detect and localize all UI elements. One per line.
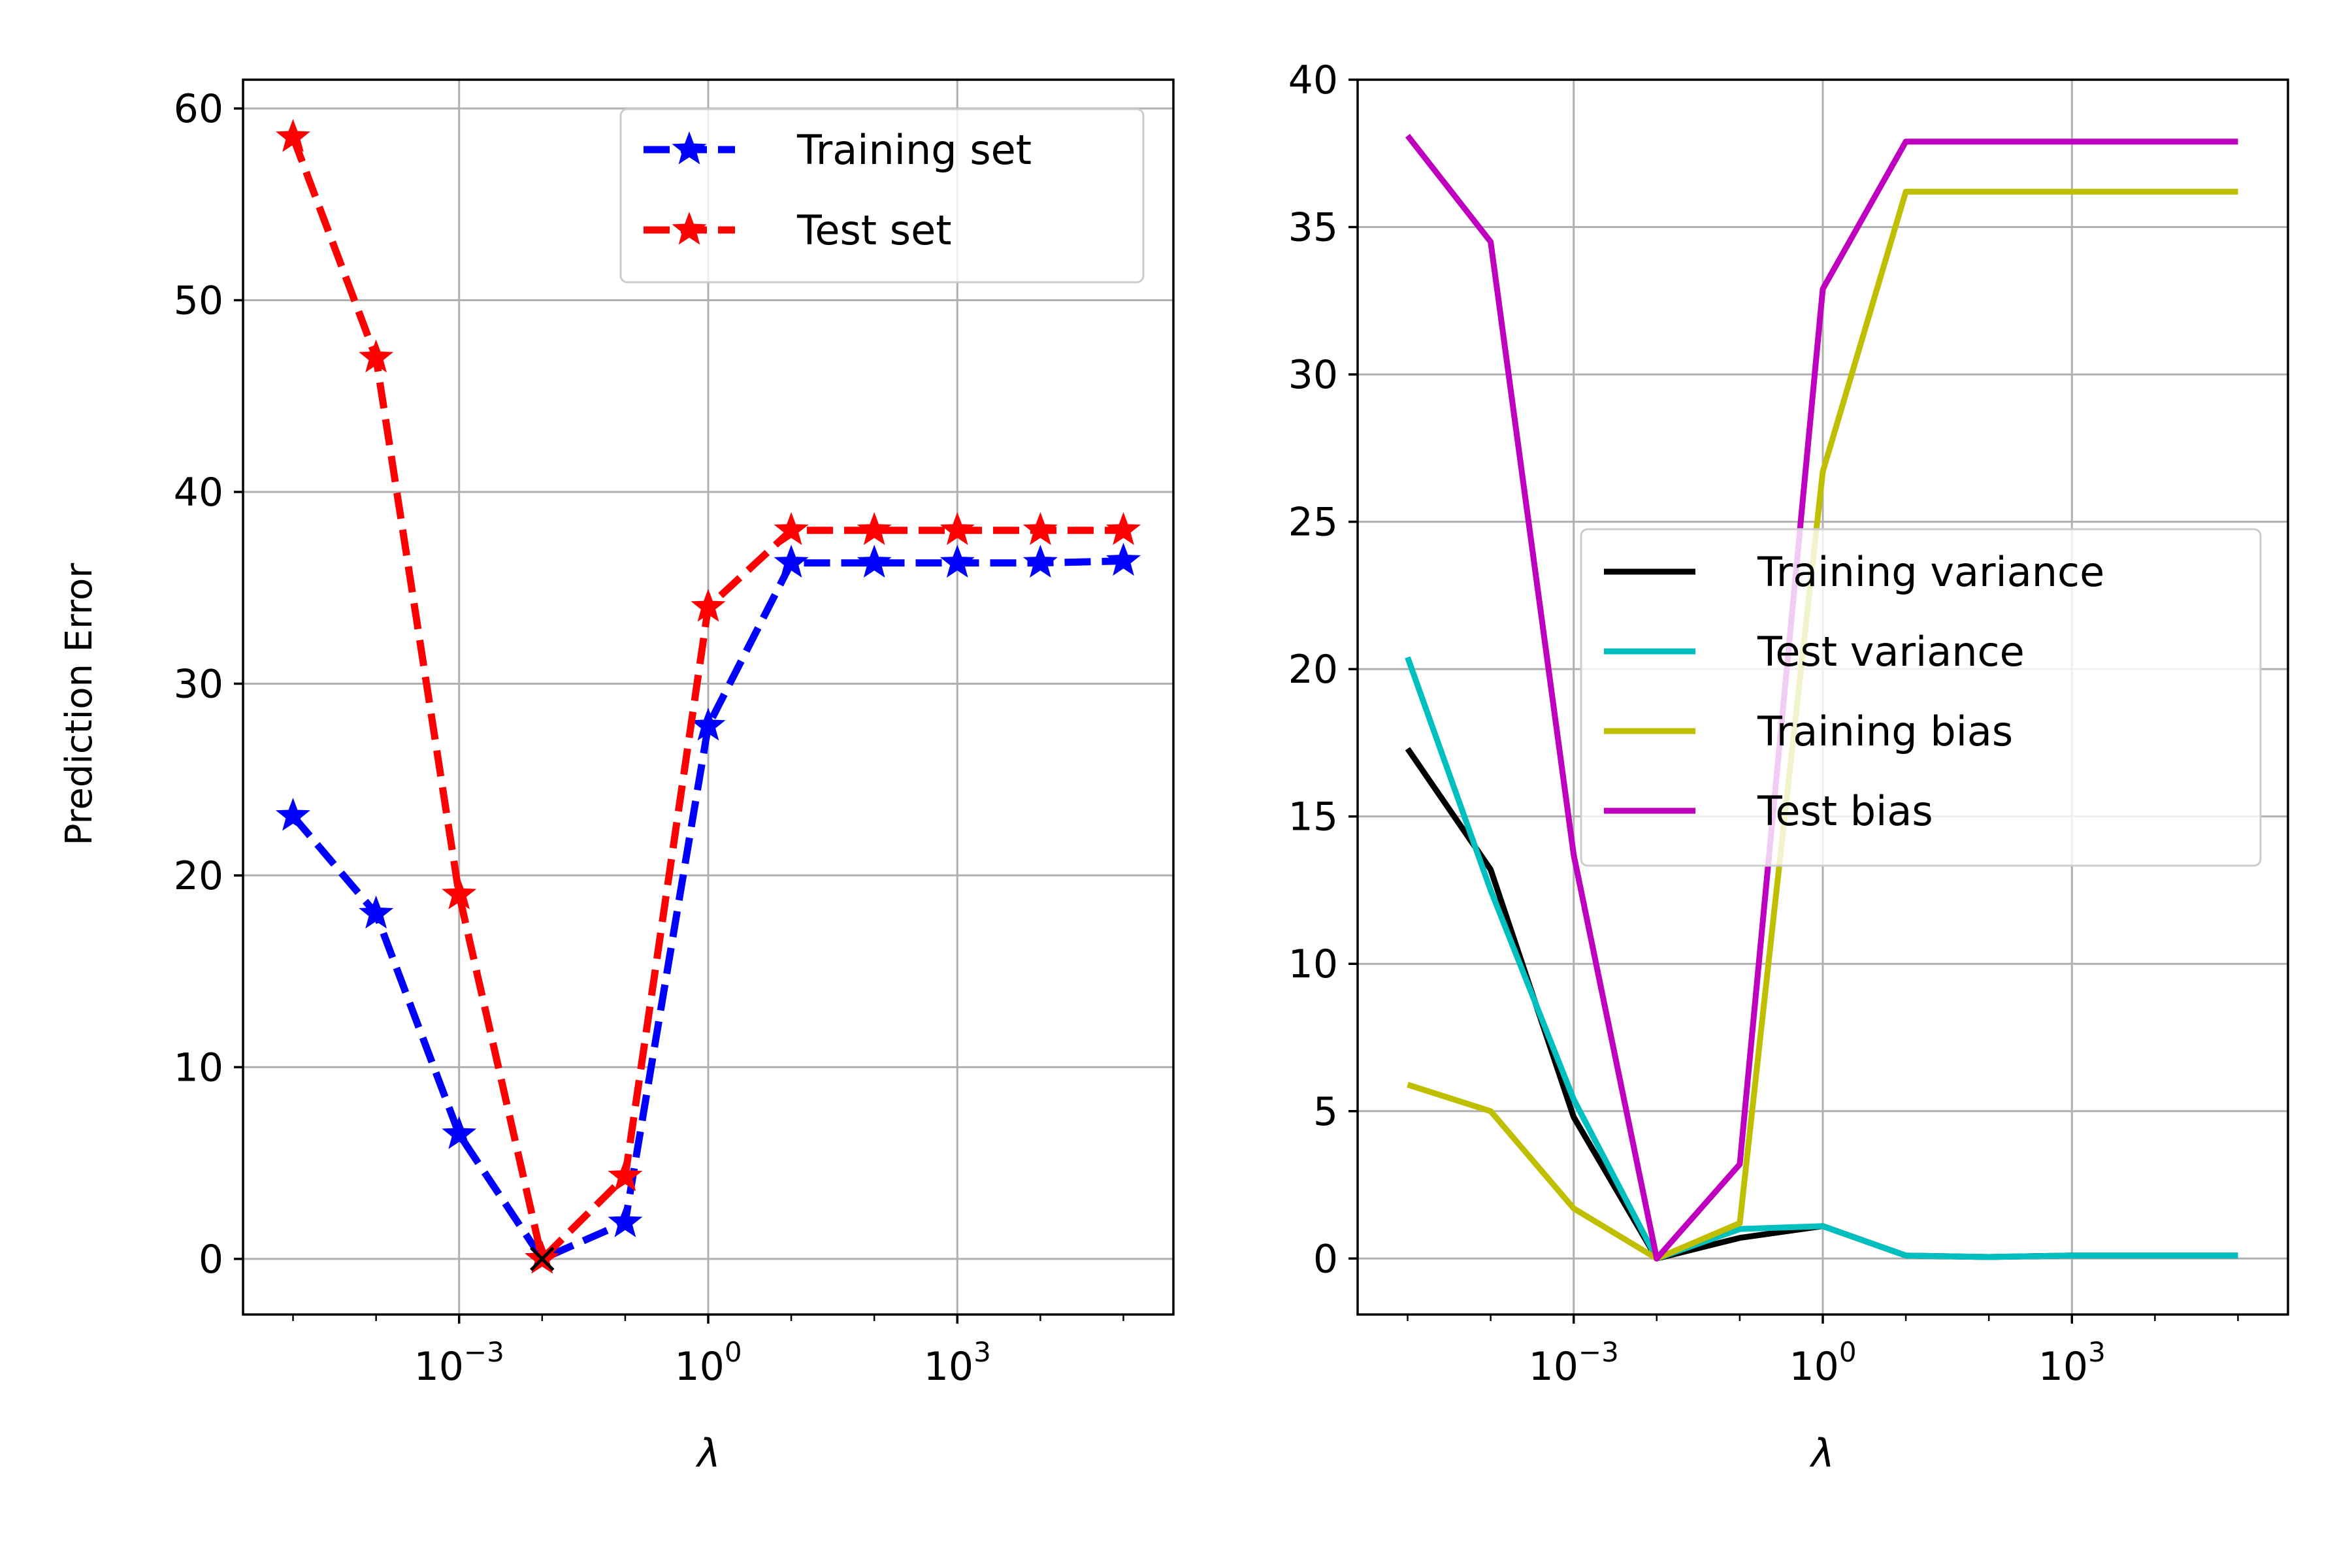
y-tick-label: 30 [174, 661, 223, 707]
y-tick-label: 20 [174, 853, 223, 899]
data-point [608, 1158, 643, 1192]
x-tick-label: 103 [2038, 1336, 2106, 1390]
data-point [857, 544, 892, 578]
data-point [774, 544, 809, 578]
y-tick-label: 50 [174, 278, 223, 324]
data-point [691, 589, 726, 622]
data-point [359, 339, 394, 373]
legend-label: Training set [796, 126, 1032, 174]
y-tick-label: 0 [1313, 1236, 1338, 1282]
series-line-3 [1405, 133, 2238, 1262]
prediction-error-panel: 0 10 20 30 40 50 60 10−3 100 103 Training set Test … [174, 78, 1175, 1390]
legend-label: Test set [796, 206, 952, 254]
data-point [442, 876, 477, 909]
y-tick-label: 40 [1288, 57, 1338, 103]
legend-box [619, 108, 1145, 284]
data-point [939, 512, 975, 546]
legend-label: Test variance [1757, 628, 2025, 676]
legend-label: Test bias [1757, 787, 1933, 835]
data-point [359, 895, 394, 929]
y-tick-label: 5 [1313, 1089, 1338, 1135]
legend-marker [672, 212, 707, 245]
x-tick-label: 10−3 [414, 1336, 504, 1390]
series-line-2 [1407, 188, 2238, 1262]
legend-label: Training bias [1757, 708, 2013, 755]
y-tick-label: 25 [1288, 500, 1338, 546]
y-tick-label: 10 [174, 1045, 223, 1090]
y-tick-label: 20 [1288, 647, 1338, 693]
data-point [275, 798, 311, 831]
data-point [857, 512, 892, 546]
data-point [275, 119, 311, 152]
data-point [1105, 542, 1141, 576]
left-xlabel: λ [695, 1431, 721, 1477]
x-tick-label: 10−3 [1529, 1336, 1619, 1390]
x-tick-label: 100 [674, 1336, 742, 1390]
data-point [1022, 512, 1058, 546]
legend-marker [672, 131, 707, 165]
x-tick-label: 103 [924, 1336, 991, 1390]
left-ylabel: Prediction Error [58, 563, 101, 845]
series-line-1 [1405, 656, 2238, 1262]
series-line-0 [290, 557, 1124, 1263]
y-tick-label: 30 [1288, 352, 1338, 398]
minimum-marker [530, 1247, 555, 1271]
y-tick-label: 35 [1288, 205, 1338, 251]
legend-label: Training variance [1757, 548, 2104, 596]
right-xlabel: λ [1809, 1431, 1835, 1477]
x-tick-label: 100 [1789, 1336, 1856, 1390]
data-point [1105, 512, 1141, 546]
bias-variance-panel: 0 5 10 15 20 25 30 35 40 10−3 100 103 Training varia… [1288, 57, 2289, 1390]
y-tick-label: 60 [174, 86, 223, 132]
data-point [608, 1204, 643, 1237]
y-tick-label: 10 [1288, 941, 1338, 987]
data-point [774, 512, 809, 546]
y-tick-label: 40 [174, 470, 223, 515]
data-point [442, 1116, 477, 1149]
data-point [1022, 544, 1058, 578]
data-point [939, 544, 975, 578]
y-tick-label: 0 [199, 1237, 223, 1282]
y-tick-label: 15 [1288, 794, 1338, 840]
data-point [691, 708, 726, 741]
legend-box [1580, 528, 2262, 867]
